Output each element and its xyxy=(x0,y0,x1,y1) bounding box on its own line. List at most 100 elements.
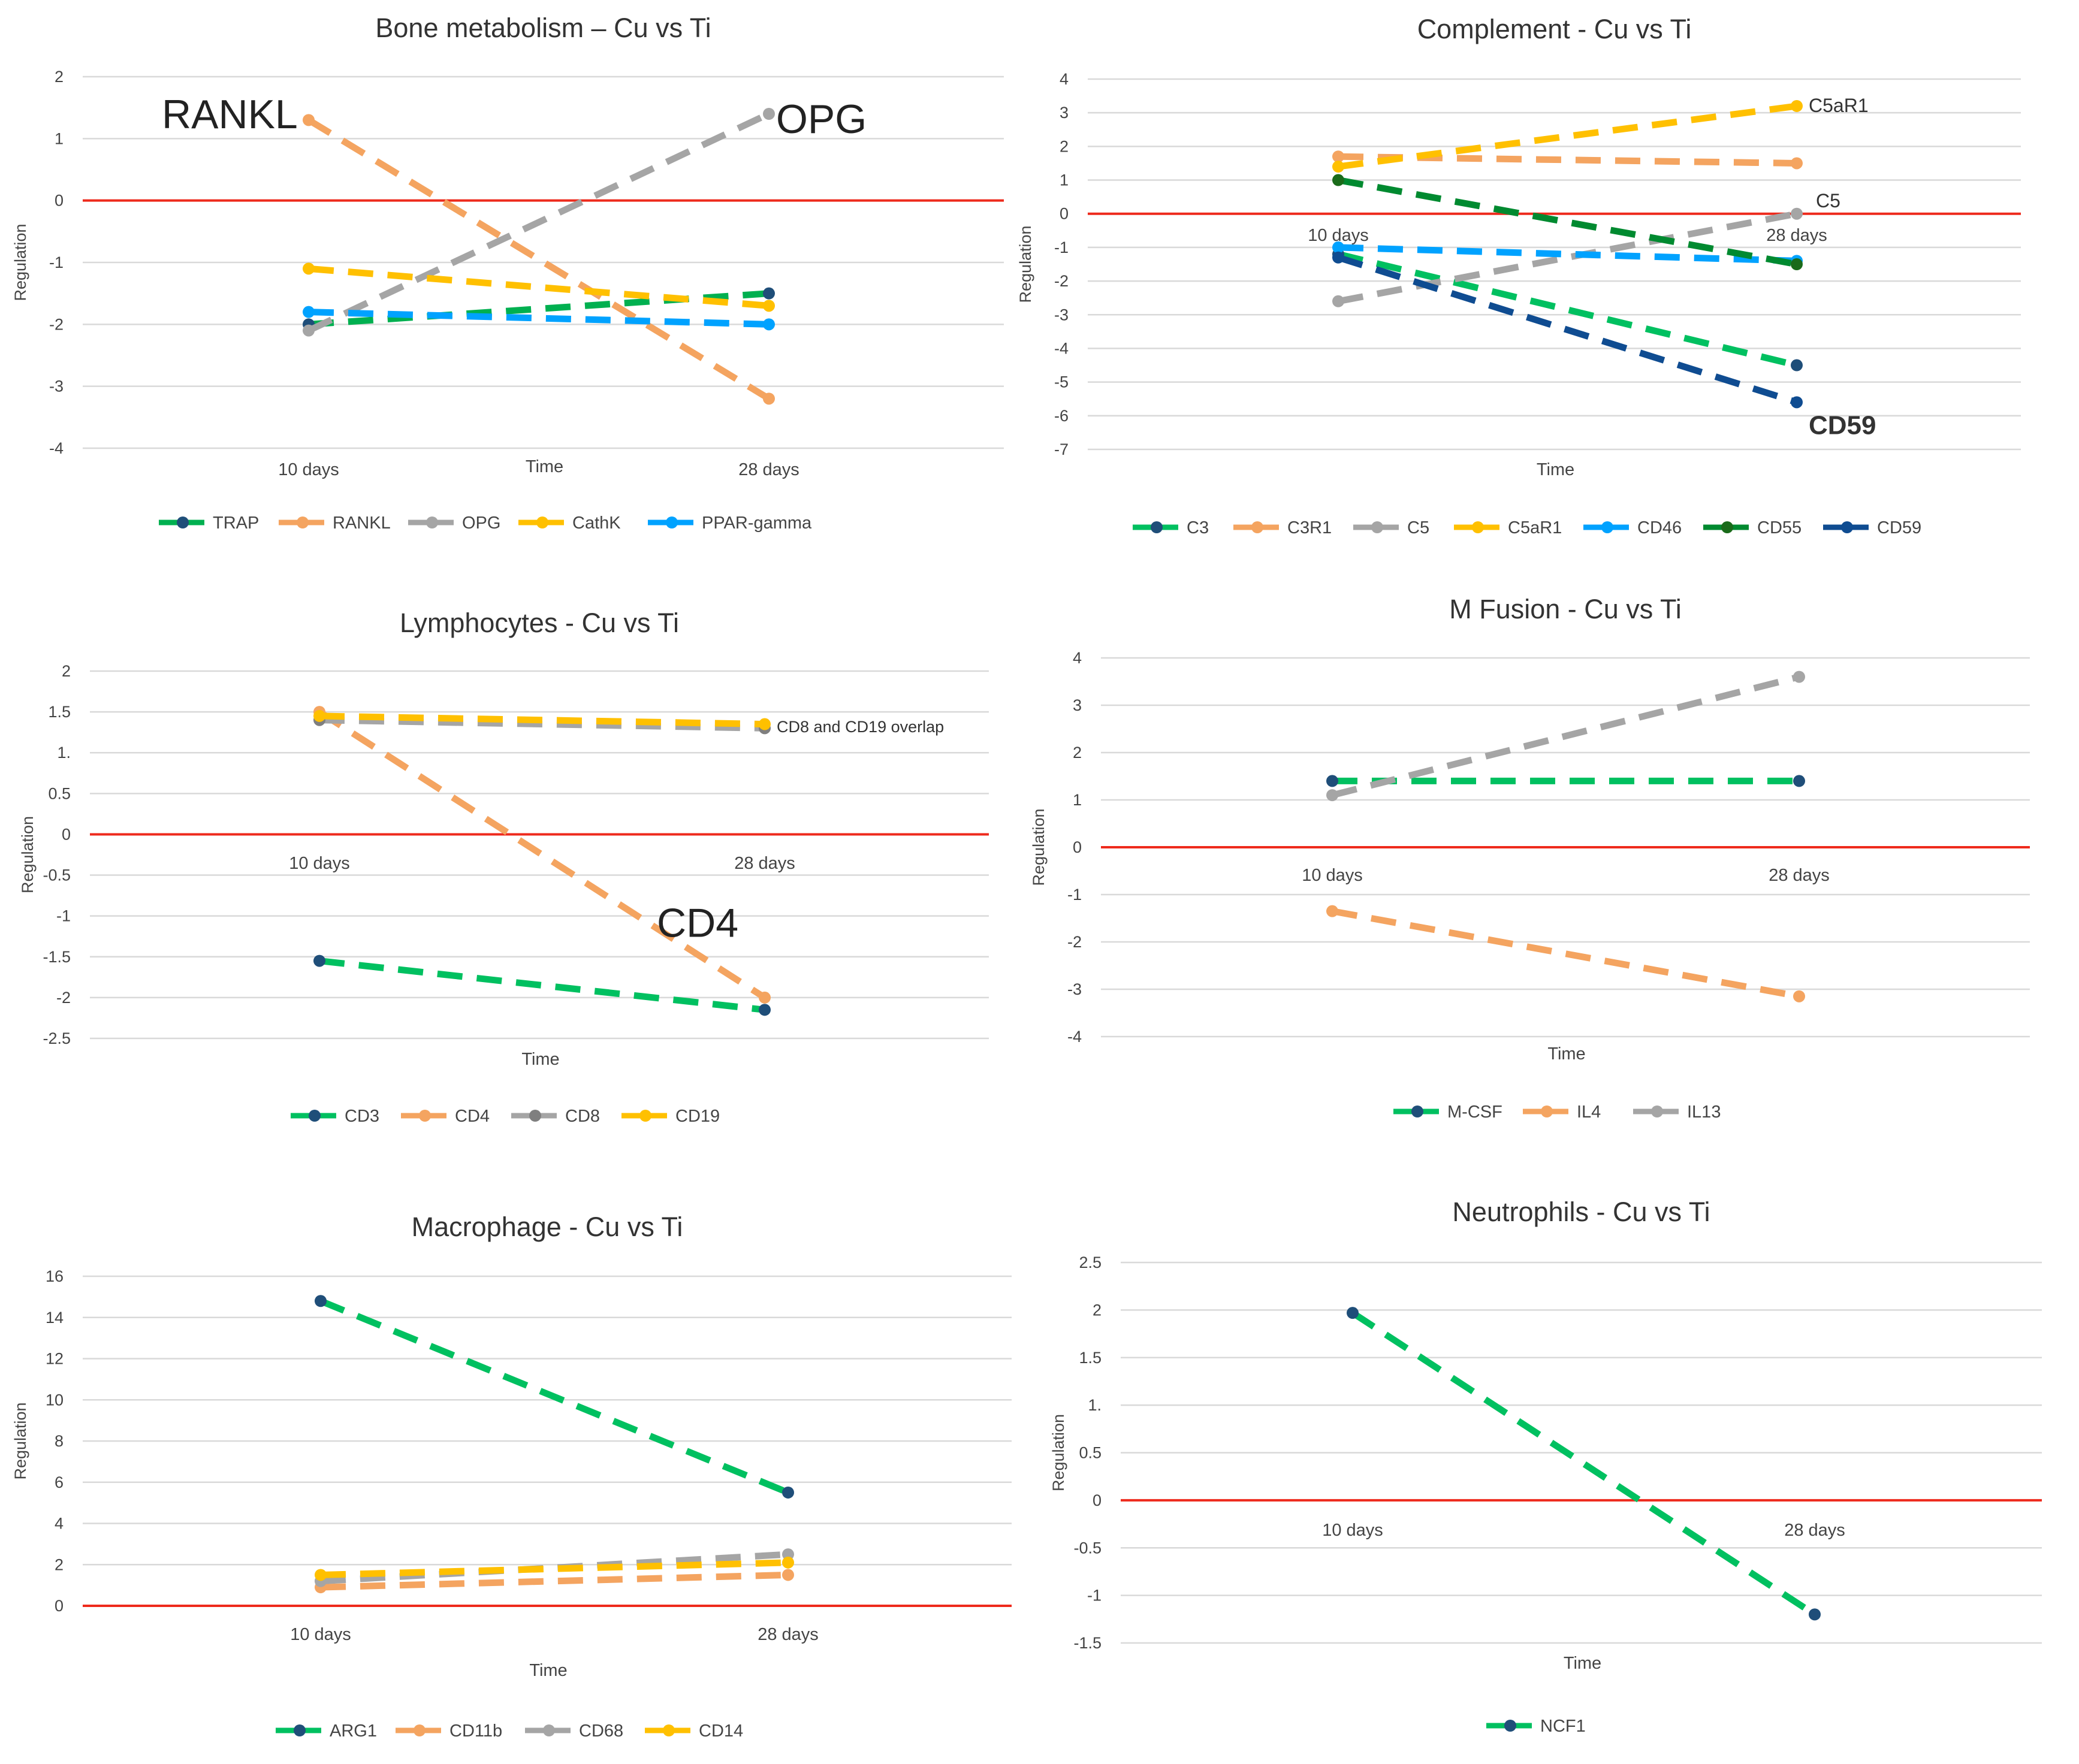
legend-swatch-marker xyxy=(1651,1105,1663,1117)
x-category-label: 28 days xyxy=(738,460,799,479)
legend-label: CD68 xyxy=(579,1721,623,1741)
chart-title: Lymphocytes - Cu vs Ti xyxy=(400,608,679,638)
x-axis-label: Time xyxy=(529,1661,567,1680)
y-tick-label: -1.5 xyxy=(1073,1634,1102,1652)
y-tick-label: 3 xyxy=(1060,104,1069,122)
y-tick-label: 1 xyxy=(55,129,64,147)
data-point-cd55-10-days xyxy=(1332,174,1344,186)
legend-item-cd46: CD46 xyxy=(1583,518,1682,537)
annotation-cd8-and-cd19-overlap: CD8 and CD19 overlap xyxy=(777,718,944,736)
legend-item-cd68: CD68 xyxy=(525,1721,623,1741)
y-tick-label: -3 xyxy=(49,377,64,395)
chart-panel-m: M Fusion - Cu vs Ti 4 3 2 1 0 -1 -2 -3 -4 Regulati… xyxy=(1030,594,2030,1122)
series-line-rankl xyxy=(307,117,771,402)
legend-label: IL13 xyxy=(1687,1102,1721,1122)
x-axis-label: Time xyxy=(526,457,563,476)
legend-item-cd8: CD8 xyxy=(511,1107,600,1126)
y-tick-label: 8 xyxy=(55,1432,64,1450)
data-point-c5ar1-28-days xyxy=(1791,99,1803,112)
legend-item-c3: C3 xyxy=(1133,518,1209,537)
series-line-cd8 xyxy=(319,717,765,732)
y-tick-label: 1. xyxy=(57,744,71,762)
data-point-cd3-10-days xyxy=(313,955,325,967)
data-point-il13-10-days xyxy=(1326,789,1338,802)
y-tick-label: 1 xyxy=(1060,171,1069,189)
y-tick-label: -1 xyxy=(1054,238,1069,256)
legend-item-ppar-gamma: PPAR-gamma xyxy=(648,514,812,533)
legend-item-cd3: CD3 xyxy=(291,1107,379,1126)
series-line-cd4 xyxy=(318,709,767,1001)
legend-item-il13: IL13 xyxy=(1633,1102,1721,1122)
legend-item-m-csf: M-CSF xyxy=(1393,1102,1502,1122)
legend-label: CD55 xyxy=(1757,518,1802,537)
legend-label: C5aR1 xyxy=(1508,518,1562,537)
legend-label: C3R1 xyxy=(1287,518,1332,537)
data-point-arg1-28-days xyxy=(782,1486,794,1499)
series-line-cd59 xyxy=(1337,254,1798,406)
data-point-c5-28-days xyxy=(1791,207,1803,220)
legend-item-rankl: RANKL xyxy=(279,514,391,533)
data-point-rankl-10-days xyxy=(303,114,315,126)
annotation-c5ar1: C5aR1 xyxy=(1809,95,1869,116)
series-line-ncf1 xyxy=(1350,1310,1817,1617)
x-axis-label: Time xyxy=(1547,1044,1585,1064)
legend-label: CD3 xyxy=(345,1107,379,1126)
legend-label: OPG xyxy=(462,514,500,533)
legend-label: CathK xyxy=(572,514,621,533)
data-point-opg-28-days xyxy=(763,108,775,120)
data-point-cd55-28-days xyxy=(1791,258,1803,270)
chart-legend: M-CSF IL4 IL13 xyxy=(1393,1102,1721,1122)
legend-label: CD14 xyxy=(699,1721,743,1741)
series-line-ppar-gamma xyxy=(308,309,770,328)
y-tick-label: 0 xyxy=(1073,838,1082,856)
data-point-il4-10-days xyxy=(1326,905,1338,917)
y-tick-label: -1 xyxy=(56,907,71,925)
data-point-c3r1-28-days xyxy=(1791,157,1803,170)
x-category-label: 28 days xyxy=(1766,226,1827,245)
data-point-cd11b-28-days xyxy=(782,1569,794,1581)
x-category-label: 28 days xyxy=(758,1625,819,1644)
data-point-rankl-28-days xyxy=(763,392,775,405)
x-category-label: 10 days xyxy=(290,1625,351,1644)
y-tick-label: 2 xyxy=(62,662,71,680)
data-point-c5-10-days xyxy=(1332,295,1344,307)
annotation-c5: C5 xyxy=(1816,190,1840,212)
y-tick-label: -6 xyxy=(1054,407,1069,425)
data-point-il13-28-days xyxy=(1793,670,1805,683)
data-point-opg-10-days xyxy=(303,324,315,337)
legend-item-c3r1: C3R1 xyxy=(1233,518,1332,537)
annotation-cd4: CD4 xyxy=(657,901,738,946)
legend-swatch-marker xyxy=(1472,521,1484,533)
y-tick-label: 1 xyxy=(1073,791,1082,809)
y-tick-label: 0 xyxy=(55,192,64,210)
y-tick-label: -1 xyxy=(1087,1587,1102,1605)
x-category-label: 28 days xyxy=(1784,1521,1845,1540)
legend-label: RANKL xyxy=(333,514,391,533)
legend-label: TRAP xyxy=(213,514,259,533)
y-tick-label: 2 xyxy=(1060,137,1069,155)
y-tick-label: 10 xyxy=(46,1391,64,1409)
chart-title: Neutrophils - Cu vs Ti xyxy=(1452,1197,1710,1227)
series-line-arg1 xyxy=(319,1298,790,1496)
y-tick-label: -2.5 xyxy=(43,1029,71,1047)
legend-label: C3 xyxy=(1187,518,1209,537)
y-tick-label: 2.5 xyxy=(1079,1253,1102,1271)
legend-item-ncf1: NCF1 xyxy=(1486,1717,1586,1736)
legend-swatch-marker xyxy=(1371,521,1383,533)
legend-swatch-marker xyxy=(426,516,438,528)
series-line-cd3 xyxy=(319,957,765,1013)
data-point-ncf1-10-days xyxy=(1347,1307,1359,1319)
legend-swatch-marker xyxy=(1411,1105,1423,1117)
series-line-cd11b xyxy=(320,1571,789,1591)
legend-swatch-marker xyxy=(1601,521,1613,533)
y-tick-label: 0 xyxy=(55,1597,64,1615)
y-tick-label: -7 xyxy=(1054,440,1069,458)
y-tick-label: -0.5 xyxy=(43,866,71,884)
x-category-label: 10 days xyxy=(289,854,350,873)
y-tick-label: 0.5 xyxy=(1079,1444,1102,1462)
data-point-trap-28-days xyxy=(763,287,775,300)
legend-item-cd11b: CD11b xyxy=(396,1721,502,1741)
x-axis-label: Time xyxy=(1537,460,1574,479)
y-tick-label: -2 xyxy=(1054,272,1069,290)
legend-label: PPAR-gamma xyxy=(702,514,812,533)
